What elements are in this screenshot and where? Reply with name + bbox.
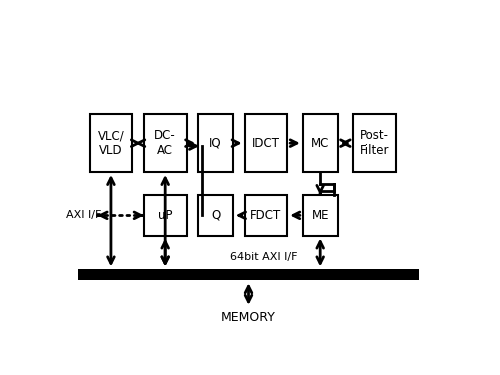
Text: IQ: IQ <box>209 136 222 150</box>
Text: Q: Q <box>211 209 220 222</box>
Bar <box>90 114 132 172</box>
Bar <box>303 114 338 172</box>
Bar <box>244 114 287 172</box>
Text: MC: MC <box>311 136 330 150</box>
Bar <box>78 269 419 280</box>
Text: DC-
AC: DC- AC <box>154 129 176 157</box>
Bar <box>353 114 396 172</box>
Text: Post-
Filter: Post- Filter <box>360 129 389 157</box>
Bar <box>144 195 186 236</box>
Text: 64bit AXI I/F: 64bit AXI I/F <box>230 252 298 262</box>
Text: VLC/
VLD: VLC/ VLD <box>98 129 124 157</box>
Bar <box>303 195 338 236</box>
Text: FDCT: FDCT <box>250 209 282 222</box>
Text: ME: ME <box>312 209 329 222</box>
Text: IDCT: IDCT <box>252 136 280 150</box>
Text: uP: uP <box>158 209 172 222</box>
Text: AXI I/F: AXI I/F <box>66 210 102 220</box>
Bar <box>198 195 233 236</box>
Bar <box>144 114 186 172</box>
Text: MEMORY: MEMORY <box>221 310 276 324</box>
Bar <box>198 114 233 172</box>
Bar <box>244 195 287 236</box>
